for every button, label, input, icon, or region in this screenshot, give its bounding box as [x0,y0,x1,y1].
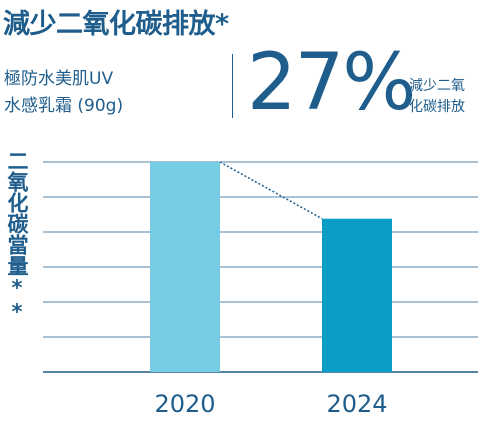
x-tick-label-2024: 2024 [326,390,387,418]
chart-grid [43,161,478,373]
y-axis-label: 二氧化碳當量** [5,150,29,324]
product-name-line1: 極防水美肌UV [4,69,114,89]
reduction-label: 減少二氧 化碳排放 [409,76,465,118]
bar-2020 [150,162,220,372]
chart-labels: 2020 2024 [154,390,387,418]
bar-2024 [322,218,392,372]
product-name: 極防水美肌UV 水感乳霜 (90g) [4,66,123,120]
product-name-line2: 水感乳霜 (90g) [4,96,124,116]
reduction-label-line2: 化碳排放 [409,99,465,115]
page-title: 減少二氧化碳排放* [3,9,229,40]
reduction-percentage: 27% [247,38,416,128]
x-tick-label-2020: 2020 [154,390,215,418]
reduction-label-line1: 減少二氧 [409,78,465,94]
reduction-connector-line [219,161,323,220]
vertical-divider [232,54,233,118]
chart-bars [150,161,392,372]
